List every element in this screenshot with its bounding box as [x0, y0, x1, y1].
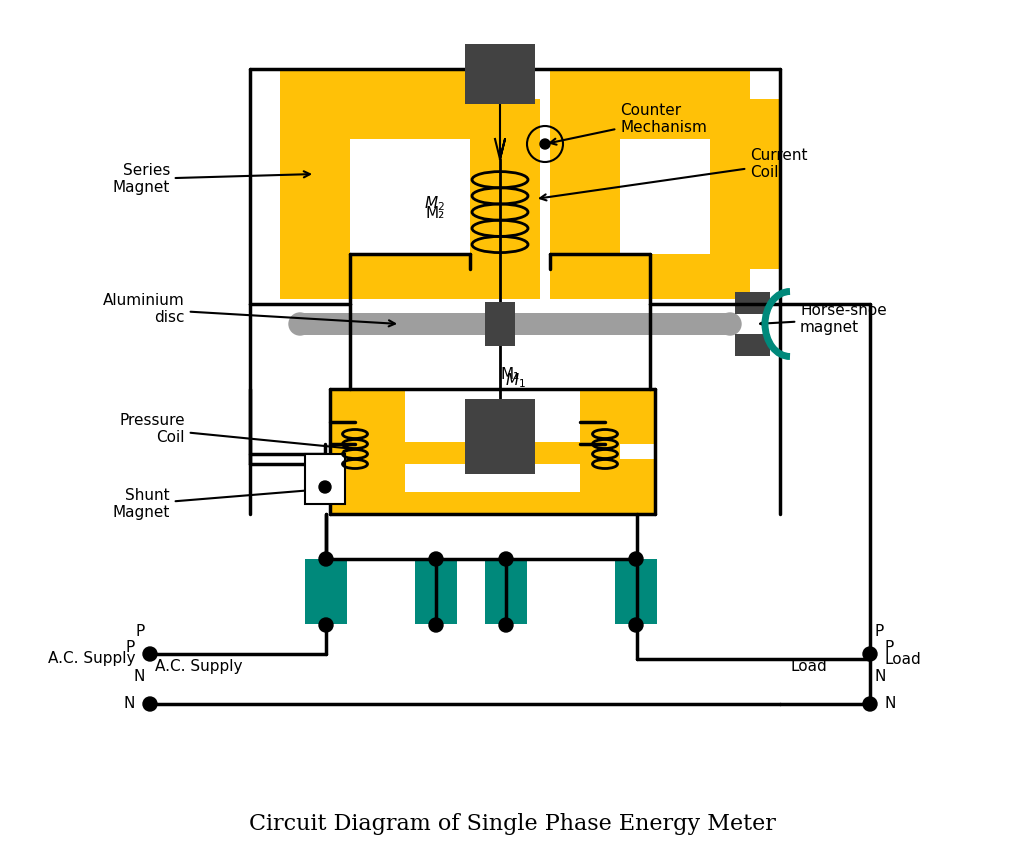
Bar [330, 459, 406, 514]
Text: N: N [874, 669, 887, 684]
Text: Current
Coil: Current Coil [540, 148, 808, 200]
Text: M₁: M₁ [501, 367, 519, 381]
Bar [415, 559, 457, 624]
Bar [580, 459, 655, 514]
Text: $M_2$: $M_2$ [424, 195, 445, 213]
Text: A.C. Supply: A.C. Supply [47, 651, 135, 667]
Circle shape [143, 647, 157, 661]
Circle shape [629, 618, 643, 632]
Text: P: P [874, 624, 885, 639]
Circle shape [863, 647, 877, 661]
Text: P: P [126, 639, 135, 655]
Text: Counter
Mechanism: Counter Mechanism [550, 103, 707, 144]
Text: Circuit Diagram of Single Phase Energy Meter: Circuit Diagram of Single Phase Energy M… [249, 813, 775, 835]
Text: P: P [885, 639, 894, 655]
Bar [330, 492, 620, 514]
Bar [280, 254, 540, 299]
Bar [710, 99, 780, 269]
Circle shape [429, 618, 443, 632]
Circle shape [719, 313, 741, 335]
Text: $M_1$: $M_1$ [505, 371, 525, 390]
Bar [280, 99, 350, 269]
Bar [485, 559, 527, 624]
Bar [485, 302, 515, 346]
Bar [615, 559, 657, 624]
Text: M₂: M₂ [426, 206, 445, 222]
Circle shape [289, 313, 311, 335]
Bar [305, 559, 347, 624]
Text: Load: Load [885, 651, 922, 667]
Bar [280, 69, 530, 139]
Circle shape [319, 552, 333, 566]
Circle shape [499, 552, 513, 566]
Text: Aluminium
disc: Aluminium disc [103, 293, 395, 326]
Bar [580, 389, 655, 444]
Circle shape [499, 618, 513, 632]
Bar [330, 389, 406, 444]
Bar [465, 44, 535, 104]
Bar [465, 399, 535, 474]
Circle shape [319, 481, 331, 493]
Circle shape [863, 697, 877, 711]
Bar [305, 454, 345, 504]
Text: A.C. Supply: A.C. Supply [155, 659, 243, 674]
Text: Shunt
Magnet: Shunt Magnet [113, 487, 319, 521]
Text: P: P [136, 624, 145, 639]
Bar [735, 292, 770, 314]
Circle shape [629, 552, 643, 566]
Bar [550, 69, 750, 139]
Text: N: N [124, 697, 135, 711]
Circle shape [429, 552, 443, 566]
Text: Pressure
Coil: Pressure Coil [120, 413, 350, 451]
Circle shape [540, 139, 550, 149]
Circle shape [319, 618, 333, 632]
Bar [550, 99, 620, 269]
Text: Series
Magnet: Series Magnet [113, 163, 310, 195]
Bar [550, 254, 750, 299]
Bar [735, 334, 770, 356]
Text: N: N [133, 669, 145, 684]
Circle shape [143, 697, 157, 711]
Text: Load: Load [790, 659, 826, 674]
Bar [300, 313, 730, 335]
Bar [470, 99, 540, 269]
Text: N: N [885, 697, 896, 711]
Bar [330, 442, 620, 464]
Text: Horse-shoe
magnet: Horse-shoe magnet [760, 303, 887, 335]
